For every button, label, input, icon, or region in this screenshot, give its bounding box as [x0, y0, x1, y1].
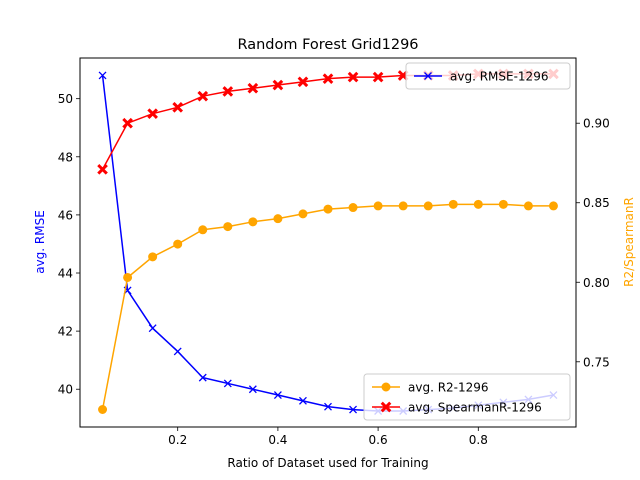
data-point: [147, 108, 158, 119]
legend-label: avg. RMSE-1296: [450, 70, 548, 84]
data-point: [298, 396, 307, 405]
y-right-tick-label: 0.85: [583, 196, 610, 210]
data-point: [548, 201, 558, 211]
legend-entry: avg. RMSE-1296: [414, 70, 548, 84]
series-1: [98, 199, 558, 415]
data-point: [247, 82, 259, 94]
data-point: [122, 117, 133, 129]
legend-1: avg. R2-1296 avg. SpearmanR-1296: [363, 373, 571, 421]
data-point: [123, 272, 133, 282]
data-point: [323, 204, 333, 214]
data-point: [348, 203, 358, 213]
y-left-tick-label: 46: [58, 208, 73, 222]
legend-label: avg. R2-1296: [408, 381, 489, 395]
data-point: [324, 402, 332, 411]
y-left-tick-label: 42: [58, 325, 73, 339]
y-axis-right-label: R2/SpearmanR: [622, 197, 636, 287]
data-point: [97, 164, 108, 175]
data-point: [223, 222, 233, 232]
legend-0: avg. RMSE-1296: [405, 62, 571, 90]
data-point: [397, 70, 409, 81]
data-point: [297, 76, 309, 88]
data-point: [273, 391, 282, 399]
data-point: [298, 209, 308, 219]
y-left-tick-label: 48: [58, 150, 73, 164]
data-point: [473, 199, 483, 209]
y-left-tick-label: 44: [58, 267, 73, 281]
data-point: [423, 201, 433, 211]
y-right-tick-label: 0.75: [583, 355, 610, 369]
data-point: [248, 217, 258, 227]
legend-entry: avg. SpearmanR-1296: [372, 401, 542, 415]
data-point: [98, 405, 108, 415]
data-point: [98, 71, 107, 80]
legend-marker: [424, 72, 432, 80]
legend-entry: avg. R2-1296: [372, 381, 489, 395]
legend-box: [363, 373, 571, 421]
y-axis-left-label: avg. RMSE: [33, 210, 47, 274]
data-point: [198, 225, 208, 235]
y-right-tick-label: 0.90: [583, 117, 610, 131]
legends: avg. RMSE-1296 avg. R2-1296 avg. SpearmanR…: [363, 62, 571, 421]
data-point: [173, 239, 183, 249]
data-point: [222, 86, 234, 97]
data-point: [273, 214, 283, 224]
data-point: [373, 201, 383, 211]
chart-title: Random Forest Grid1296: [237, 37, 418, 53]
x-tick-label: 0.8: [469, 433, 488, 447]
x-axis-label: Ratio of Dataset used for Training: [227, 456, 428, 470]
data-point: [148, 252, 158, 262]
legend-marker: [381, 382, 391, 392]
y-left-tick-label: 50: [58, 92, 73, 106]
axes-frame: [79, 57, 577, 428]
y-left-tick-label: 40: [58, 383, 73, 397]
x-tick-label: 0.2: [168, 433, 187, 447]
data-point: [148, 324, 157, 333]
data-point: [172, 101, 184, 113]
x-tick-label: 0.4: [268, 433, 287, 447]
data-point: [498, 199, 508, 209]
x-tick-label: 0.6: [369, 433, 388, 447]
data-point: [198, 373, 207, 382]
y-right-tick-label: 0.80: [583, 276, 610, 290]
data-point: [523, 201, 533, 211]
data-point: [248, 385, 257, 394]
data-point: [347, 71, 359, 83]
data-point: [398, 201, 408, 211]
data-point: [372, 71, 384, 83]
data-point: [173, 347, 182, 356]
legend-label: avg. SpearmanR-1296: [408, 401, 542, 415]
legend-marker: [380, 401, 392, 413]
data-point: [349, 405, 358, 414]
legend-box: [405, 62, 571, 90]
data-point: [322, 73, 334, 84]
data-point: [197, 90, 209, 102]
data-point: [272, 79, 284, 91]
data-point: [223, 379, 232, 388]
data-point: [448, 199, 458, 209]
axes: 0.2 0.4 0.6 0.8 40 42 44 46 48 50 0.75 0.80 0.85 0.90: [58, 92, 610, 447]
